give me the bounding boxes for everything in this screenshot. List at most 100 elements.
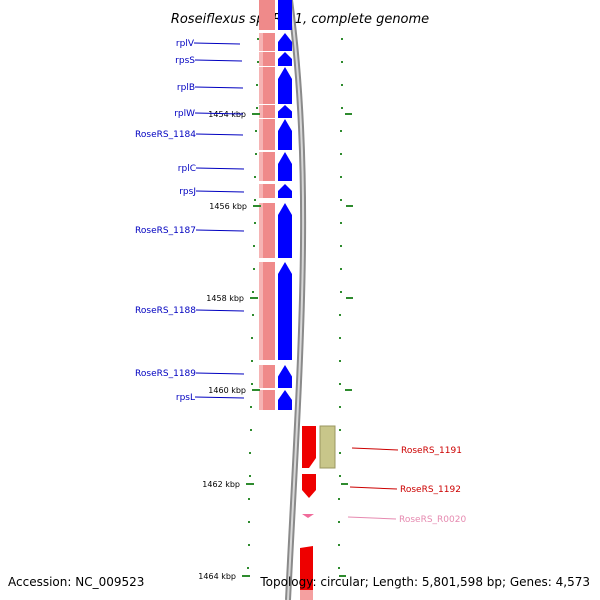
guide-dot [253, 268, 255, 270]
gene-band-shade [259, 105, 263, 118]
gene-label-left: rpsS [175, 56, 195, 66]
guide-dot [340, 291, 342, 293]
gene-band-shade [259, 365, 263, 388]
gene-band-shade [259, 52, 263, 66]
gene-band-shade [259, 203, 263, 258]
tick-label: 1464 kbp [198, 572, 236, 581]
pseudogene-box [319, 425, 336, 469]
guide-dot [255, 153, 257, 155]
gene-arrow-blue [278, 52, 292, 66]
tick-mark-right [346, 205, 353, 207]
guide-dot [340, 268, 342, 270]
label-leader-line [195, 190, 245, 193]
tick-mark-left [242, 575, 250, 577]
guide-dot [339, 452, 341, 454]
guide-dot [250, 406, 252, 408]
gene-arrow-fade [300, 590, 313, 600]
tick-mark-left [253, 205, 261, 207]
gene-label-left: RoseRS_1187 [135, 226, 196, 236]
label-leader-line [194, 59, 243, 62]
label-leader-line [195, 372, 245, 375]
gene-band-shade [259, 184, 263, 198]
gene-arrow-blue [278, 119, 292, 150]
guide-dot [339, 429, 341, 431]
label-leader-line [194, 396, 245, 399]
gene-band-shade [259, 390, 263, 410]
guide-dot [257, 38, 259, 40]
guide-dot [252, 291, 254, 293]
guide-dot [251, 360, 253, 362]
topology-text: Topology: circular; Length: 5,801,598 bp… [259, 575, 590, 589]
label-leader-line [195, 167, 245, 170]
guide-dot [248, 521, 250, 523]
guide-dot [339, 406, 341, 408]
genome-backbone [285, 0, 307, 600]
guide-dot [252, 314, 254, 316]
pink-band-track [259, 0, 275, 410]
guide-dot [248, 498, 250, 500]
gene-arrow-blue [278, 184, 292, 198]
tick-label: 1460 kbp [208, 386, 246, 395]
guide-dot [249, 475, 251, 477]
gene-label-left: rplW [174, 109, 195, 119]
gene-arrow-blue [278, 105, 292, 118]
guide-dot [339, 475, 341, 477]
guide-dot [253, 245, 255, 247]
tick-label: 1462 kbp [202, 480, 240, 489]
guide-dot [341, 107, 343, 109]
guide-dot [339, 314, 341, 316]
guide-dot [255, 130, 257, 132]
gene-label-left: RoseRS_1188 [135, 306, 196, 316]
gene-arrow-red [302, 426, 316, 468]
gene-arrow-blue [278, 0, 292, 30]
guide-dot [249, 452, 251, 454]
gene-arrows [278, 0, 336, 600]
guide-dot [257, 61, 259, 63]
guide-dot [250, 429, 252, 431]
tick-mark-right [345, 389, 352, 391]
guide-dot [254, 222, 256, 224]
tick-mark-left [250, 297, 258, 299]
gene-label-left: rpsL [176, 393, 195, 403]
gene-band-shade [259, 152, 263, 181]
track-guide-dots [247, 38, 343, 569]
map-title: Roseiflexus sp. RS-1, complete genome [171, 12, 429, 27]
tick-label: 1458 kbp [206, 294, 244, 303]
guide-dot [338, 567, 340, 569]
gene-label-right: RoseRS_1192 [400, 485, 461, 495]
gene-band-shade [259, 33, 263, 51]
label-leader-line [351, 447, 399, 451]
gene-arrow-blue [278, 152, 292, 181]
tick-mark-right [339, 575, 346, 577]
guide-dot [340, 245, 342, 247]
guide-dot [251, 383, 253, 385]
tick-mark-right [345, 113, 352, 115]
rna-gene-mark [302, 514, 314, 518]
label-leader-line [195, 133, 244, 136]
tick-label: 1456 kbp [209, 202, 247, 211]
gene-label-right: RoseRS_R0020 [399, 515, 466, 525]
label-leader-line [347, 516, 397, 520]
gene-arrow-blue [278, 365, 292, 388]
guide-dot [338, 544, 340, 546]
tick-mark-left [252, 113, 260, 115]
guide-dot [339, 360, 341, 362]
gene-arrow-red [302, 474, 316, 498]
guide-dot [248, 544, 250, 546]
gene-labels: rplV rpsS rplB rplW RoseRS_1184 rplC rpsJ RoseR… [135, 39, 466, 525]
tick-mark-right [346, 297, 353, 299]
label-leader-line [194, 86, 244, 89]
guide-dot [338, 521, 340, 523]
guide-dot [254, 176, 256, 178]
guide-dot [338, 498, 340, 500]
gene-label-left: RoseRS_1189 [135, 369, 196, 379]
gene-arrow-blue [278, 203, 292, 258]
gene-label-left: rplC [178, 164, 196, 174]
label-leader-line [349, 486, 398, 490]
label-leader-line [195, 309, 245, 312]
guide-dot [254, 199, 256, 201]
guide-dot [340, 176, 342, 178]
tick-label: 1454 kbp [208, 110, 246, 119]
guide-dot [340, 222, 342, 224]
backbone-highlight [287, 0, 305, 600]
